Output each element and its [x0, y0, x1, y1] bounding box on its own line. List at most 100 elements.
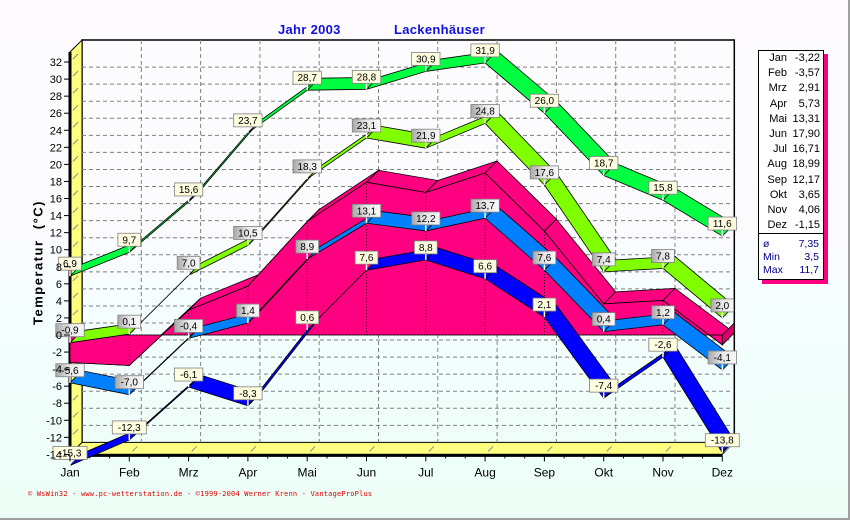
- wall-tick: [72, 104, 79, 111]
- data-label-box: [292, 159, 322, 174]
- data-label: 0,4: [597, 315, 611, 326]
- y-tick-label: 6: [56, 279, 62, 291]
- y-tick-label: -14: [46, 449, 62, 461]
- legend-month: Mai: [769, 112, 787, 125]
- data-label: 1,2: [656, 308, 670, 319]
- data-label-box: [532, 297, 557, 312]
- data-label: 12,2: [416, 214, 436, 225]
- legend-value: 3,65: [798, 188, 820, 201]
- y-tick-label: 12: [50, 228, 62, 240]
- data-label: 31,9: [475, 46, 495, 57]
- legend-value: -1,15: [794, 219, 820, 232]
- wall-tick: [72, 138, 79, 145]
- legend-month: Apr: [769, 97, 787, 110]
- data-label-box: [55, 363, 85, 378]
- data-label: 6,9: [63, 259, 77, 270]
- legend-stat-label: ø: [763, 238, 770, 251]
- chart-title-year: Jahr 2003: [278, 22, 341, 37]
- wall-tick: [72, 207, 79, 213]
- floor-tick: [487, 446, 494, 452]
- data-label: 13,7: [475, 201, 495, 212]
- data-label-box: [591, 312, 616, 326]
- floor-tick: [547, 446, 553, 452]
- data-label: 7,0: [182, 258, 196, 269]
- y-tick-label: 28: [50, 91, 62, 103]
- data-label-box: [648, 180, 678, 195]
- data-label: -4,1: [714, 353, 732, 364]
- mean-area-side: [721, 322, 735, 346]
- data-label: -0,4: [180, 321, 198, 332]
- legend-month: Okt: [769, 188, 787, 201]
- data-label: 23,7: [238, 116, 258, 127]
- x-tick-label: Dez: [712, 465, 733, 479]
- data-label-box: [532, 250, 557, 265]
- data-label-box: [589, 378, 619, 393]
- legend-stat-row: ø 7,35: [759, 238, 823, 251]
- data-label: 0,6: [300, 313, 314, 324]
- legend-month: Aug: [767, 158, 787, 171]
- legend-row: Apr 5,73: [759, 97, 823, 112]
- legend-value: 17,90: [792, 127, 820, 140]
- data-label-box: [411, 52, 441, 66]
- data-label: 7,6: [537, 253, 551, 264]
- x-tick-label: Jan: [60, 465, 79, 479]
- data-label: 26,0: [535, 96, 555, 107]
- data-label-box: [173, 319, 204, 333]
- data-label: 7,4: [597, 255, 611, 266]
- y-tick-label: 10: [50, 245, 62, 257]
- x-tick-label: Mai: [298, 465, 317, 479]
- y-tick-label: -6: [52, 381, 62, 393]
- legend-stat-label: Min: [763, 251, 780, 264]
- wall-tick: [72, 156, 79, 162]
- x-tick-label: Sep: [534, 465, 556, 479]
- legend-row: Jul 16,71: [759, 142, 823, 157]
- data-label: 18,7: [594, 158, 614, 169]
- legend-month: Jul: [772, 143, 787, 156]
- data-label: 9,7: [122, 235, 136, 246]
- data-label: 7,6: [360, 253, 374, 264]
- window-edge-right: [848, 0, 850, 520]
- legend-row: Mrz 2,91: [759, 81, 823, 96]
- data-label-box: [233, 386, 263, 401]
- data-label-box: [354, 250, 379, 265]
- legend-month: Jun: [769, 127, 787, 140]
- wall-tick: [72, 53, 79, 60]
- legend-stat-value: 11,7: [799, 264, 819, 277]
- data-label: 18,3: [297, 162, 317, 173]
- data-label: 2,0: [715, 301, 729, 312]
- wall-tick: [72, 292, 79, 299]
- data-label: -2,6: [654, 340, 672, 351]
- y-tick-label: -4: [52, 364, 62, 376]
- wall-tick: [72, 241, 79, 248]
- floor-tick: [250, 446, 257, 452]
- y-tick-label: 20: [50, 159, 62, 171]
- monthly-mean-legend: Jan -3,22 Feb -3,57 Mrz 2,91 Apr 5,73 Mai 13,31 Ju…: [758, 50, 824, 281]
- data-label-box: [111, 420, 147, 435]
- data-label-box: [233, 226, 263, 240]
- copyright-footer: © WsWin32 - www.pc-wetterstation.de - ©1…: [28, 490, 373, 498]
- legend-value: 4,06: [798, 203, 820, 216]
- data-label-box: [411, 211, 441, 226]
- chart-data-labels: 6,99,715,623,728,7 28,830,931,926,018,715…: [52, 43, 740, 466]
- legend-value: 12,17: [792, 173, 820, 186]
- data-label: 30,9: [416, 54, 436, 65]
- data-label-box: [470, 43, 500, 58]
- legend-month: Nov: [767, 203, 787, 216]
- legend-value: 13,31: [792, 112, 820, 125]
- legend-row: Jun 17,90: [759, 127, 823, 142]
- data-label-box: [292, 70, 322, 85]
- data-label: 13,1: [357, 206, 377, 217]
- data-label-box: [707, 216, 737, 231]
- legend-row: Sep 12,17: [759, 173, 823, 188]
- data-label-box: [704, 433, 740, 448]
- wall-tick: [72, 87, 79, 94]
- wall-tick: [72, 173, 79, 179]
- data-label: -7,0: [121, 378, 139, 389]
- legend-row: Dez -1,15: [759, 218, 823, 233]
- y-tick-label: -12: [46, 432, 62, 444]
- x-tick-label: Aug: [474, 465, 495, 479]
- data-label: 6,6: [478, 262, 492, 273]
- floor-tick: [606, 446, 613, 452]
- data-label: 28,7: [297, 73, 317, 84]
- data-label: 8,9: [300, 242, 314, 253]
